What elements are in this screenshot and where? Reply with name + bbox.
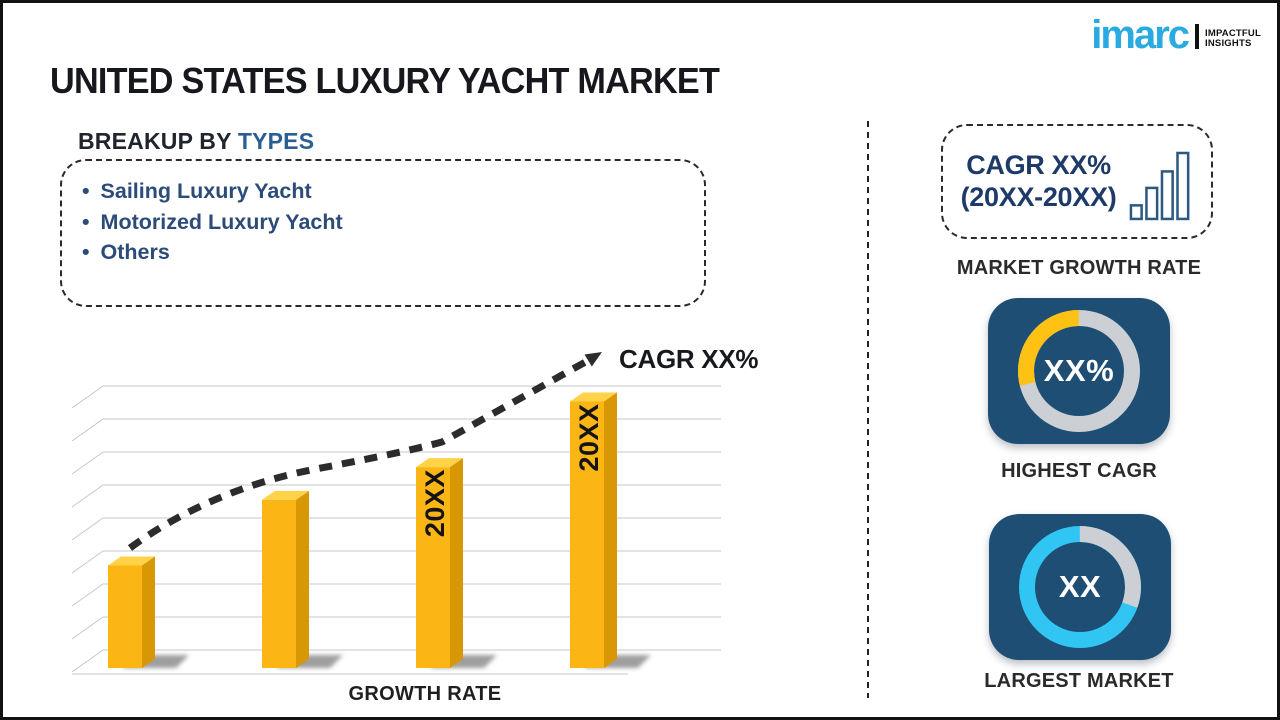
ascending-bars-icon [1130, 151, 1190, 220]
bullet-icon: • [82, 240, 90, 264]
trend-cagr-label: CAGR XX% [619, 344, 759, 374]
logo-tagline-line2: INSIGHTS [1205, 37, 1252, 49]
largest-market-caption: LARGEST MARKET [984, 670, 1174, 692]
bar-side [142, 556, 155, 668]
trend-arrowhead [584, 352, 602, 367]
imarc-logo: imarc IMPACTFUL INSIGHTS [1091, 13, 1261, 57]
list-item-label: Sailing Luxury Yacht [100, 179, 312, 203]
bar-top [416, 458, 463, 468]
bar-year-label: 20XX [420, 469, 450, 537]
market-growth-rate-caption: MARKET GROWTH RATE [956, 257, 1202, 279]
highest-cagr-tile: XX% [988, 298, 1170, 444]
logo-tagline: IMPACTFUL INSIGHTS [1205, 27, 1261, 50]
highest-cagr-caption: HIGHEST CAGR [1001, 460, 1157, 482]
trend-line [127, 356, 591, 551]
types-list: • Sailing Luxury Yacht • Motorized Luxur… [82, 176, 704, 268]
chart-x-axis-title: GROWTH RATE [348, 683, 502, 705]
bar-chart-canvas: 20XX 20XX [71, 352, 721, 675]
largest-market-donut-chart [1019, 526, 1141, 648]
highest-cagr-value: XX% [1043, 353, 1115, 388]
cagr-card: CAGR XX% (20XX-20XX) [941, 124, 1213, 239]
bullet-icon: • [82, 179, 90, 203]
bullet-icon: • [82, 209, 90, 234]
list-item: • Others [82, 237, 704, 268]
page-title: UNITED STATES LUXURY YACHT MARKET [50, 60, 720, 101]
bar-top [108, 556, 155, 566]
largest-market-tile: XX [989, 514, 1171, 660]
cagr-card-line1: CAGR XX% [966, 149, 1111, 180]
breakup-heading-highlight: TYPES [237, 128, 315, 154]
highest-cagr-donut-chart [1018, 310, 1140, 432]
logo-divider-bar [1195, 24, 1200, 49]
cagr-card-text: CAGR XX% (20XX-20XX) [961, 150, 1117, 214]
growth-rate-chart: 20XX 20XX CAGR XX% GROWTH RATE [68, 343, 758, 717]
bar-top [570, 392, 617, 402]
bar-side [604, 392, 617, 668]
types-box: • Sailing Luxury Yacht • Motorized Luxur… [60, 159, 706, 307]
bar-side [296, 490, 309, 668]
imarc-wordmark: imarc [1091, 13, 1190, 57]
bar-year-label: 20XX [574, 403, 604, 471]
largest-market-value: XX [1058, 569, 1102, 604]
bar-front [416, 467, 450, 668]
bar-front [262, 499, 296, 668]
bar-top [262, 490, 309, 500]
list-item-label: Others [100, 240, 170, 264]
logo-tagline-line1: IMPACTFUL [1205, 27, 1261, 39]
section-divider [867, 121, 869, 698]
breakup-heading: BREAKUP BY TYPES [78, 128, 314, 155]
bar-side [450, 458, 463, 668]
breakup-heading-prefix: BREAKUP BY [78, 128, 238, 154]
bar-front [108, 565, 142, 668]
bar-front [570, 401, 604, 668]
list-item: • Sailing Luxury Yacht [82, 176, 704, 207]
cagr-card-line2: (20XX-20XX) [960, 181, 1117, 212]
list-item-label: Motorized Luxury Yacht [100, 209, 343, 234]
list-item: • Motorized Luxury Yacht [82, 207, 704, 238]
